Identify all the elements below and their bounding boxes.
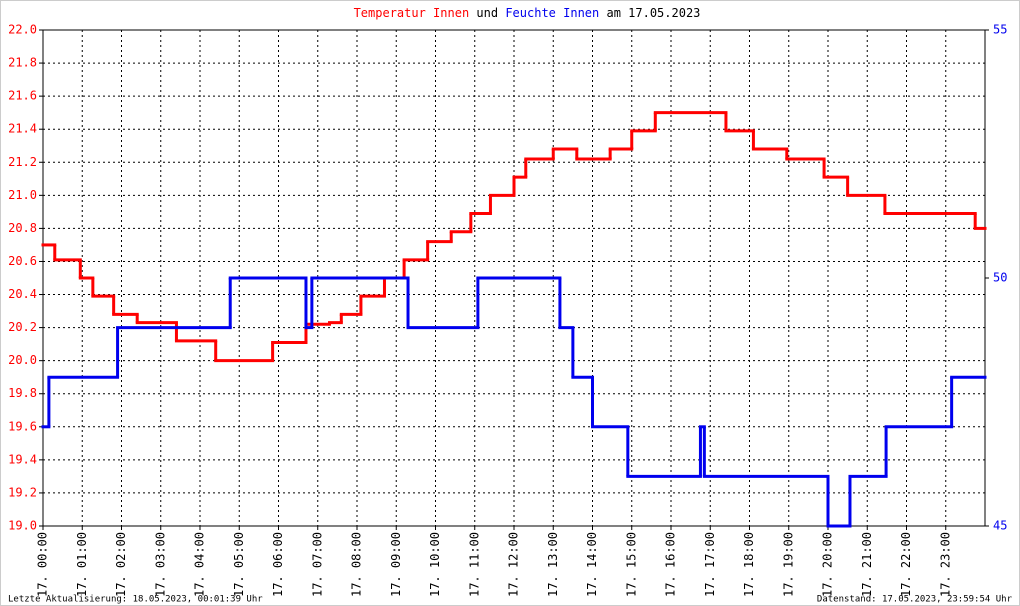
y2-tick-label: 50	[993, 271, 1007, 285]
y-tick-label: 21.4	[8, 122, 37, 136]
y-tick-label: 19.6	[8, 419, 37, 433]
footer-right: Datenstand: 17.05.2023, 23:59:54 Uhr	[817, 595, 1013, 605]
x-tick-label: 17. 10:00	[428, 532, 442, 597]
title-series-2: Feuchte Innen	[505, 6, 599, 20]
x-tick-label: 17. 08:00	[350, 532, 364, 597]
y-tick-label: 21.2	[8, 155, 37, 169]
x-tick-label: 17. 06:00	[271, 532, 285, 597]
x-tick-label: 17. 14:00	[585, 532, 599, 597]
plot-frame	[42, 29, 986, 527]
y-tick-label: 22.0	[8, 23, 37, 37]
x-tick-label: 17. 00:00	[36, 532, 50, 597]
y2-tick-label: 45	[993, 519, 1007, 533]
x-tick-label: 17. 21:00	[860, 532, 874, 597]
x-tick-label: 17. 16:00	[664, 532, 678, 597]
x-tick-label: 17. 23:00	[938, 532, 952, 597]
y-tick-label: 19.8	[8, 386, 37, 400]
x-tick-label: 17. 09:00	[389, 532, 403, 597]
x-tick-label: 17. 12:00	[507, 532, 521, 597]
y-tick-label: 21.0	[8, 188, 37, 202]
y-tick-label: 20.4	[8, 287, 37, 301]
y-tick-label: 19.0	[8, 519, 37, 533]
x-tick-label: 17. 07:00	[310, 532, 324, 597]
title-join: und	[476, 6, 498, 20]
y-tick-label: 19.4	[8, 452, 37, 466]
chart-title: Temperatur Innen und Feuchte Innen am 17…	[354, 6, 701, 20]
y-tick-label: 20.2	[8, 320, 37, 334]
x-tick-label: 17. 19:00	[781, 532, 795, 597]
x-tick-label: 17. 11:00	[467, 532, 481, 597]
x-tick-label: 17. 18:00	[742, 532, 756, 597]
x-tick-label: 17. 22:00	[899, 532, 913, 597]
x-tick-label: 17. 01:00	[75, 532, 89, 597]
x-tick-label: 17. 20:00	[821, 532, 835, 597]
x-tick-label: 17. 03:00	[153, 532, 167, 597]
x-tick-label: 17. 05:00	[232, 532, 246, 597]
y-tick-label: 21.6	[8, 89, 37, 103]
title-series-1: Temperatur Innen	[354, 6, 470, 20]
x-tick-label: 17. 15:00	[624, 532, 638, 597]
y-tick-label: 20.6	[8, 254, 37, 268]
y2-tick-label: 55	[993, 23, 1007, 37]
title-date: am 17.05.2023	[606, 6, 700, 20]
y-tick-label: 19.2	[8, 485, 37, 499]
footer-left: Letzte Aktualisierung: 18.05.2023, 00:01…	[8, 595, 263, 605]
y-tick-label: 21.8	[8, 56, 37, 70]
x-tick-label: 17. 04:00	[193, 532, 207, 597]
y-tick-label: 20.0	[8, 353, 37, 367]
x-tick-label: 17. 02:00	[114, 532, 128, 597]
x-tick-label: 17. 17:00	[703, 532, 717, 597]
x-tick-label: 17. 13:00	[546, 532, 560, 597]
y-tick-label: 20.8	[8, 221, 37, 235]
plot: 19.0 19.2 19.4 19.6 19.8 20.0 20.2 20.4 20.6 20.8…	[8, 23, 1007, 598]
